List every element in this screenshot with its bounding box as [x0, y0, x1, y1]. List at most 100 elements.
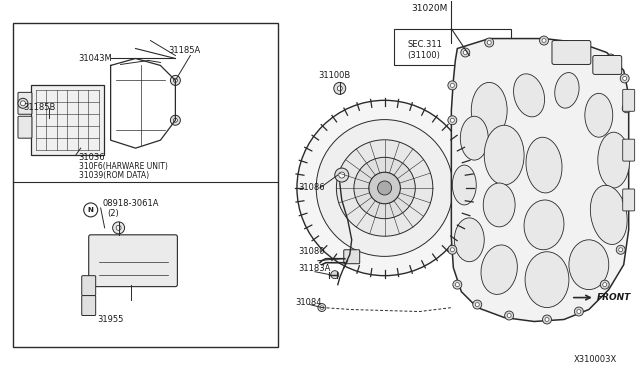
- FancyBboxPatch shape: [82, 276, 96, 296]
- Circle shape: [451, 118, 454, 122]
- FancyBboxPatch shape: [623, 89, 635, 111]
- Text: 31036: 31036: [79, 153, 106, 161]
- Circle shape: [540, 36, 548, 45]
- Circle shape: [623, 76, 627, 80]
- FancyBboxPatch shape: [593, 55, 621, 74]
- Circle shape: [476, 302, 479, 307]
- Circle shape: [606, 54, 615, 63]
- Circle shape: [339, 172, 345, 178]
- Circle shape: [505, 311, 514, 320]
- Ellipse shape: [524, 200, 564, 250]
- Ellipse shape: [460, 116, 488, 160]
- FancyBboxPatch shape: [18, 92, 32, 114]
- Bar: [31, 86, 104, 155]
- Circle shape: [609, 57, 612, 61]
- Circle shape: [484, 38, 493, 47]
- FancyBboxPatch shape: [552, 41, 591, 64]
- Polygon shape: [451, 39, 628, 321]
- Circle shape: [170, 76, 180, 86]
- Circle shape: [173, 78, 177, 82]
- Circle shape: [18, 98, 28, 108]
- Circle shape: [616, 245, 625, 254]
- Circle shape: [331, 271, 339, 279]
- Ellipse shape: [484, 125, 524, 185]
- Bar: [13, 23, 278, 347]
- Ellipse shape: [590, 185, 627, 244]
- Ellipse shape: [454, 218, 484, 262]
- Circle shape: [337, 86, 342, 91]
- Circle shape: [335, 168, 349, 182]
- Text: 31043M: 31043M: [79, 54, 113, 63]
- Circle shape: [448, 116, 457, 125]
- Text: 31185B: 31185B: [23, 103, 55, 112]
- Ellipse shape: [471, 82, 507, 138]
- Circle shape: [451, 248, 454, 252]
- Circle shape: [378, 181, 392, 195]
- Ellipse shape: [513, 74, 545, 117]
- Ellipse shape: [569, 240, 609, 290]
- Circle shape: [579, 42, 588, 51]
- Text: 31185A: 31185A: [168, 46, 201, 55]
- Circle shape: [337, 140, 433, 236]
- Circle shape: [622, 104, 631, 113]
- Text: 31955: 31955: [97, 315, 124, 324]
- Text: (31100): (31100): [408, 51, 440, 60]
- Ellipse shape: [526, 137, 562, 193]
- Text: X310003X: X310003X: [574, 355, 617, 364]
- Ellipse shape: [481, 245, 517, 294]
- Text: (2): (2): [108, 209, 120, 218]
- Circle shape: [603, 283, 607, 286]
- Circle shape: [297, 100, 472, 276]
- Text: 310F6(HARWARE UNIT): 310F6(HARWARE UNIT): [79, 161, 168, 171]
- Circle shape: [320, 306, 324, 310]
- Circle shape: [625, 106, 628, 110]
- Circle shape: [582, 45, 586, 48]
- Text: 31086: 31086: [298, 183, 324, 192]
- Circle shape: [473, 300, 482, 309]
- Circle shape: [574, 307, 583, 316]
- Text: 31084: 31084: [295, 298, 321, 307]
- FancyBboxPatch shape: [89, 235, 177, 286]
- Circle shape: [545, 318, 549, 321]
- Circle shape: [369, 172, 401, 204]
- Circle shape: [84, 203, 98, 217]
- FancyBboxPatch shape: [623, 189, 635, 211]
- Circle shape: [334, 82, 346, 94]
- Circle shape: [316, 120, 453, 256]
- Circle shape: [20, 101, 26, 106]
- Circle shape: [619, 248, 623, 252]
- Text: SEC.311: SEC.311: [408, 40, 442, 49]
- Text: 31020M: 31020M: [412, 4, 447, 13]
- Ellipse shape: [555, 73, 579, 108]
- Text: FRONT: FRONT: [597, 293, 631, 302]
- Ellipse shape: [598, 132, 630, 188]
- Text: 31039(ROM DATA): 31039(ROM DATA): [79, 170, 149, 180]
- Text: 31100B: 31100B: [318, 71, 350, 80]
- Circle shape: [543, 315, 552, 324]
- Circle shape: [455, 283, 460, 286]
- Ellipse shape: [452, 165, 476, 205]
- Circle shape: [173, 118, 177, 122]
- Circle shape: [487, 41, 492, 45]
- FancyBboxPatch shape: [18, 116, 32, 138]
- Circle shape: [577, 310, 581, 314]
- Circle shape: [354, 157, 415, 219]
- Text: 08918-3061A: 08918-3061A: [102, 199, 159, 208]
- Circle shape: [622, 195, 631, 205]
- Ellipse shape: [585, 93, 612, 137]
- Circle shape: [542, 39, 546, 42]
- FancyBboxPatch shape: [82, 296, 96, 315]
- Text: 31183A: 31183A: [298, 264, 330, 273]
- Circle shape: [318, 304, 326, 311]
- Circle shape: [463, 51, 467, 54]
- Circle shape: [448, 245, 457, 254]
- Circle shape: [448, 81, 457, 90]
- Circle shape: [116, 225, 121, 230]
- Circle shape: [625, 198, 628, 202]
- Circle shape: [600, 280, 609, 289]
- Circle shape: [451, 83, 454, 87]
- Circle shape: [507, 314, 511, 318]
- Ellipse shape: [525, 252, 569, 308]
- Circle shape: [620, 74, 629, 83]
- Circle shape: [453, 280, 462, 289]
